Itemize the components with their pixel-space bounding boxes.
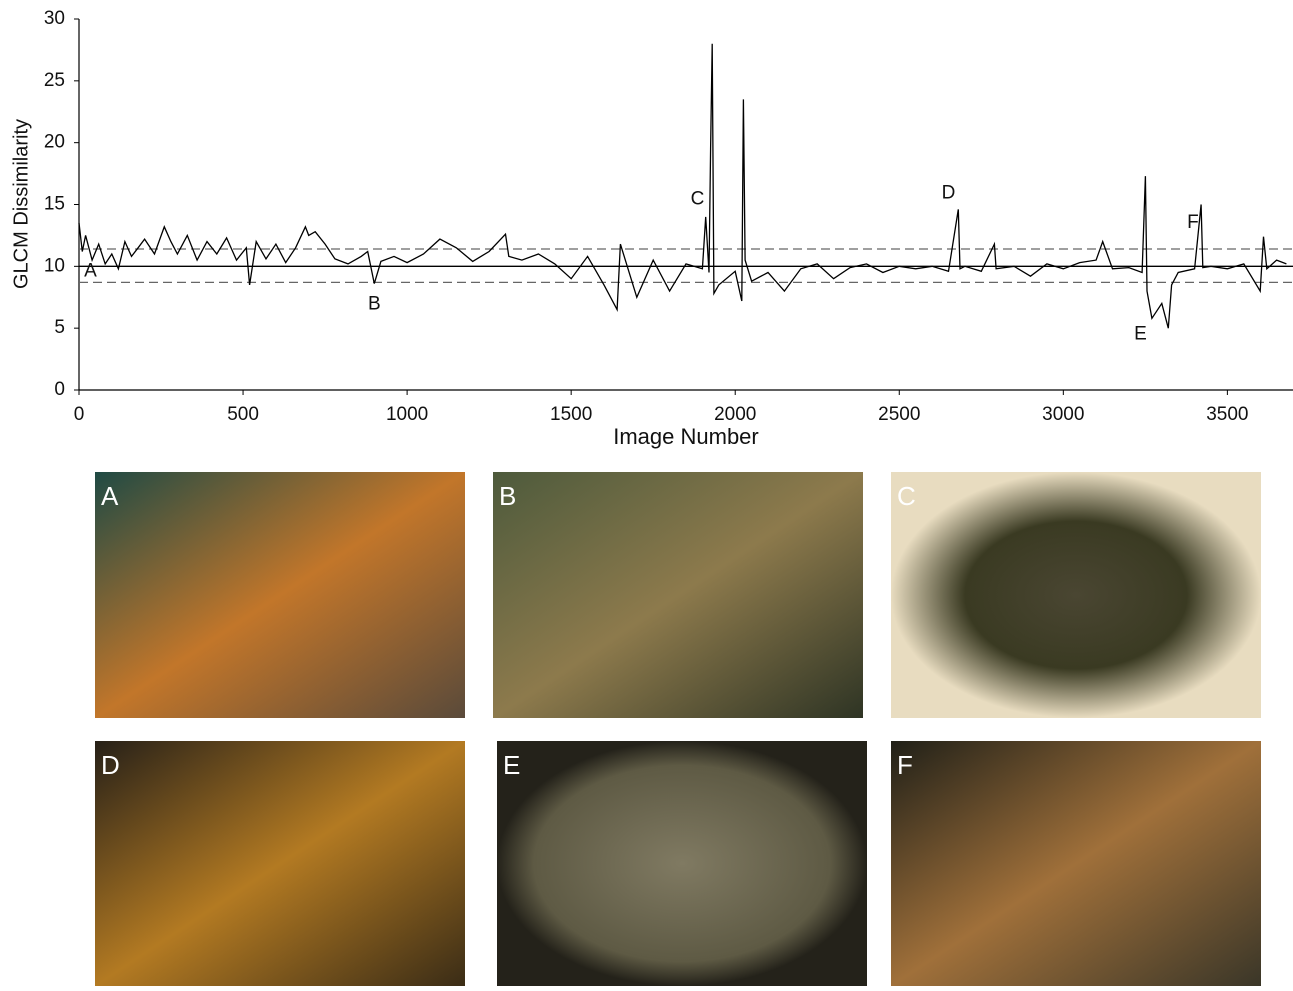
- y-tick-label: 15: [44, 194, 65, 215]
- panel-label: A: [101, 481, 119, 511]
- y-tick-label: 10: [44, 255, 65, 276]
- x-tick-label: 2000: [714, 404, 756, 425]
- y-tick-label: 20: [44, 132, 65, 153]
- x-axis-label: Image Number: [613, 424, 759, 449]
- photo-panel: [891, 472, 1261, 718]
- panel-label: F: [897, 750, 913, 780]
- photo-panel: [95, 472, 465, 718]
- annotation: D: [942, 182, 956, 203]
- x-tick-label: 2500: [878, 404, 920, 425]
- x-tick-label: 500: [227, 404, 259, 425]
- photo-panel: [493, 472, 863, 718]
- x-tick-label: 1000: [386, 404, 428, 425]
- panel-label: E: [503, 750, 520, 780]
- y-tick-label: 5: [54, 317, 65, 338]
- panel-label: D: [101, 750, 120, 780]
- annotation: E: [1134, 323, 1147, 344]
- photo-panel: [891, 741, 1261, 986]
- annotation: B: [368, 294, 381, 315]
- panel-label: C: [897, 481, 916, 511]
- y-tick-label: 0: [54, 379, 65, 400]
- annotation: F: [1187, 212, 1199, 233]
- photo-panel: [95, 741, 465, 986]
- x-tick-label: 3500: [1206, 404, 1248, 425]
- y-tick-label: 25: [44, 70, 65, 91]
- annotation: C: [691, 189, 705, 210]
- y-tick-label: 30: [44, 8, 65, 29]
- photo-panel: [497, 741, 867, 986]
- figure: Image Number GLCM Dissimilarity 0 5 10 15 20…: [0, 0, 1293, 986]
- panel-label: B: [499, 481, 516, 511]
- annotation: A: [84, 260, 97, 281]
- x-tick-label: 3000: [1042, 404, 1084, 425]
- data-line: [79, 44, 1286, 329]
- x-tick-label: 1500: [550, 404, 592, 425]
- x-tick-label: 0: [74, 404, 85, 425]
- y-axis-label: GLCM Dissimilarity: [10, 119, 32, 289]
